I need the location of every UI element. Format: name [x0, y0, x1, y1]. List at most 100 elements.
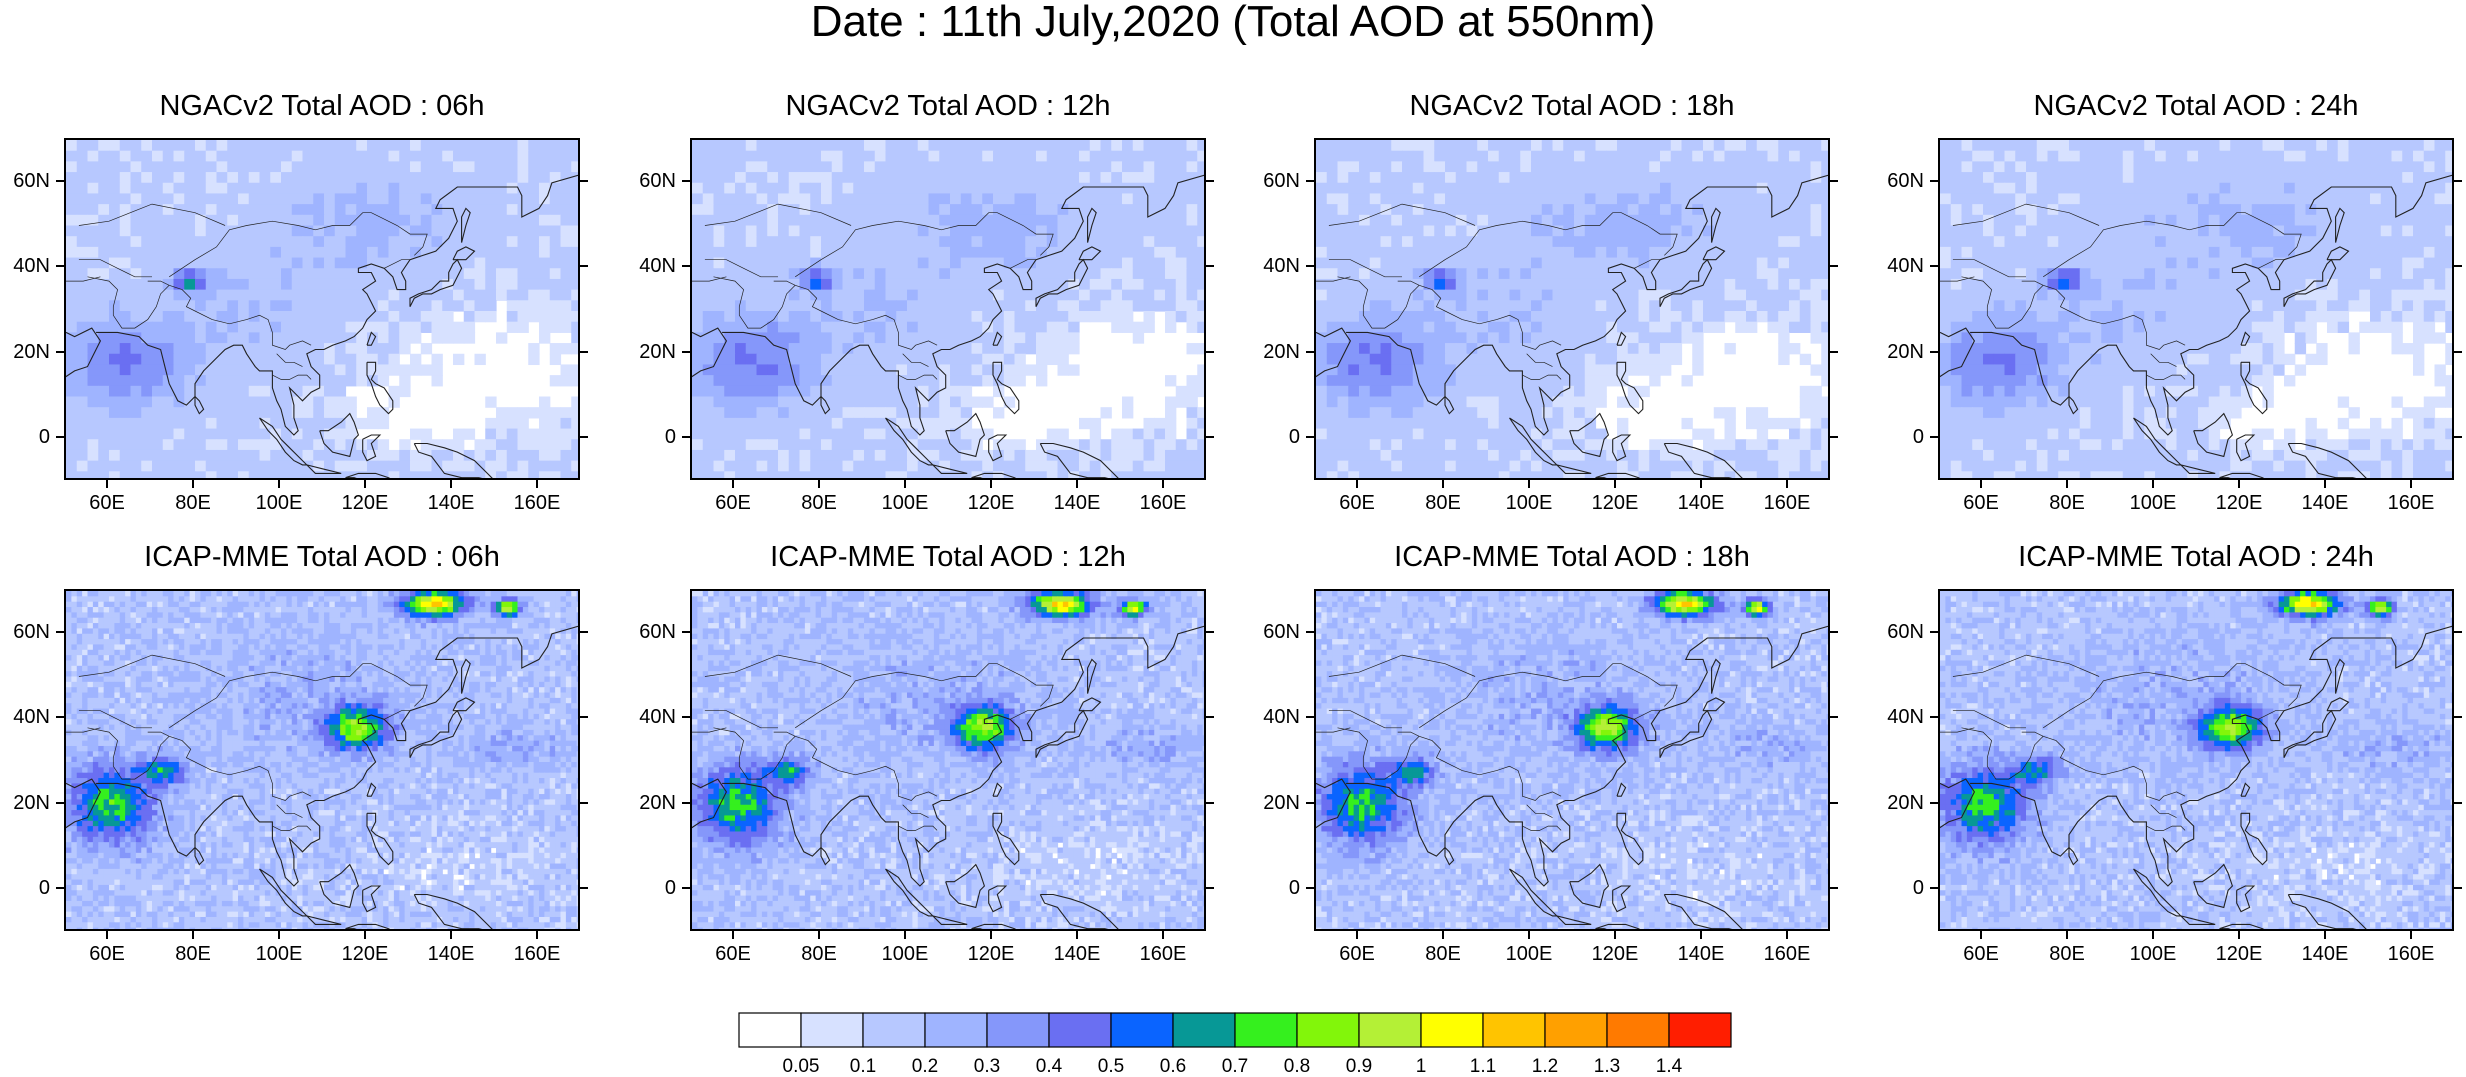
aod-cell — [453, 290, 464, 301]
aod-cell — [907, 268, 918, 279]
aod-cell — [800, 407, 811, 418]
aod-cell — [1434, 418, 1445, 429]
aod-cell — [66, 418, 77, 429]
aod-cell — [2112, 193, 2123, 204]
aod-cell — [1036, 471, 1047, 480]
aod-cell — [1510, 364, 1521, 375]
aod-cell — [939, 461, 950, 472]
aod-cell — [2069, 161, 2080, 172]
aod-cell — [1187, 226, 1198, 237]
aod-cell — [281, 290, 292, 301]
aod-cell — [1983, 193, 1994, 204]
aod-cell — [800, 247, 811, 258]
aod-cell — [1735, 183, 1746, 194]
aod-cell — [120, 204, 131, 215]
aod-cell — [972, 375, 983, 386]
aod-cell — [1962, 172, 1973, 183]
aod-cell — [1488, 258, 1499, 269]
aod-cell — [1445, 236, 1456, 247]
aod-cell — [2381, 226, 2392, 237]
aod-cell — [163, 151, 174, 162]
aod-cell — [735, 386, 746, 397]
aod-cell — [1617, 471, 1628, 480]
aod-cell — [735, 364, 746, 375]
aod-cell — [1445, 439, 1456, 450]
aod-cell — [800, 375, 811, 386]
aod-cell — [399, 215, 410, 226]
aod-cell — [2445, 236, 2454, 247]
aod-cell — [746, 397, 757, 408]
aod-cell — [410, 354, 421, 365]
aod-cell — [853, 450, 864, 461]
aod-cell — [561, 268, 572, 279]
aod-cell — [131, 439, 142, 450]
aod-cell — [120, 183, 131, 194]
aod-cell — [1606, 215, 1617, 226]
aod-cell — [1477, 290, 1488, 301]
x-tick-mark — [450, 480, 452, 488]
aod-cell — [1563, 183, 1574, 194]
aod-cell — [1789, 172, 1800, 183]
aod-cell — [98, 300, 109, 311]
aod-cell — [1574, 161, 1585, 172]
aod-cell — [1821, 354, 1830, 365]
aod-cell — [1165, 268, 1176, 279]
y-tick-mark — [56, 180, 64, 182]
aod-cell — [550, 322, 561, 333]
aod-cell — [206, 300, 217, 311]
aod-cell — [875, 226, 886, 237]
aod-cell — [843, 290, 854, 301]
aod-cell — [2134, 258, 2145, 269]
aod-cell — [98, 151, 109, 162]
aod-cell — [1639, 247, 1650, 258]
aod-cell — [2005, 151, 2016, 162]
aod-cell — [1015, 322, 1026, 333]
aod-cell — [2069, 172, 2080, 183]
aod-cell — [217, 183, 228, 194]
aod-cell — [518, 429, 529, 440]
aod-cell — [1165, 418, 1176, 429]
aod-cell — [1660, 364, 1671, 375]
aod-cell — [1671, 193, 1682, 204]
aod-cell — [2144, 258, 2155, 269]
aod-cell — [1402, 429, 1413, 440]
aod-cell — [2155, 183, 2166, 194]
aod-cell — [939, 322, 950, 333]
aod-cell — [528, 354, 539, 365]
aod-cell — [1983, 279, 1994, 290]
aod-cell — [864, 279, 875, 290]
aod-cell — [1682, 268, 1693, 279]
aod-cell — [475, 268, 486, 279]
aod-cell — [1402, 290, 1413, 301]
aod-cell — [1101, 215, 1112, 226]
aod-cell — [399, 364, 410, 375]
aod-cell — [982, 397, 993, 408]
aod-cell — [1510, 450, 1521, 461]
aod-cell — [950, 268, 961, 279]
aod-cell — [410, 226, 421, 237]
aod-cell — [1445, 258, 1456, 269]
aod-cell — [1725, 226, 1736, 237]
aod-cell — [432, 364, 443, 375]
aod-cell — [767, 461, 778, 472]
aod-cell — [66, 471, 77, 480]
aod-cell — [1639, 354, 1650, 365]
aod-cell — [1725, 236, 1736, 247]
aod-cell — [1510, 397, 1521, 408]
aod-cell — [1542, 268, 1553, 279]
aod-cell — [2306, 258, 2317, 269]
aod-cell — [886, 450, 897, 461]
aod-cell — [1036, 461, 1047, 472]
aod-cell — [1649, 300, 1660, 311]
aod-cell — [1962, 279, 1973, 290]
aod-cell — [2091, 236, 2102, 247]
aod-cell — [2155, 193, 2166, 204]
aod-cell — [1531, 193, 1542, 204]
aod-cell — [886, 364, 897, 375]
aod-cell — [1348, 183, 1359, 194]
aod-cell — [1488, 290, 1499, 301]
aod-cell — [66, 236, 77, 247]
aod-cell — [2123, 258, 2134, 269]
aod-cell — [1606, 354, 1617, 365]
aod-cell — [163, 386, 174, 397]
